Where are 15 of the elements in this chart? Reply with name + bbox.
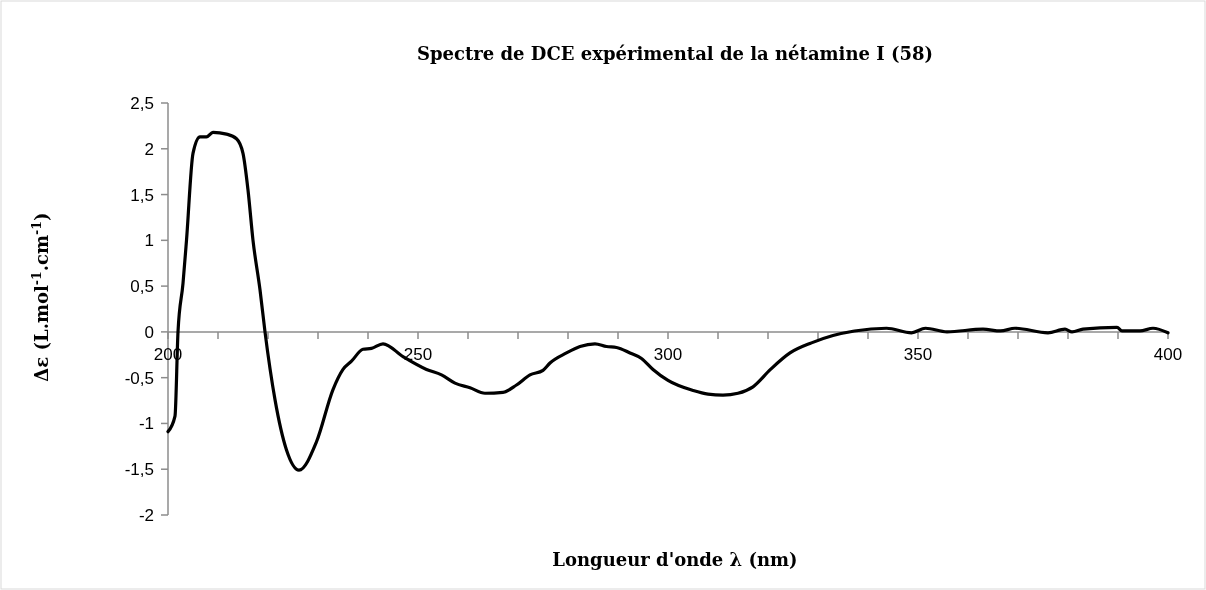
x-tick-label: 400 bbox=[1153, 344, 1183, 364]
y-tick-label: 2,5 bbox=[130, 93, 154, 113]
y-tick-label: 1,5 bbox=[130, 185, 154, 205]
y-tick-label: -2 bbox=[138, 505, 154, 525]
y-tick-label: -1,5 bbox=[124, 460, 154, 480]
y-tick-label: -1 bbox=[138, 414, 154, 434]
y-tick-label: 2 bbox=[144, 139, 154, 159]
x-tick-label: 350 bbox=[903, 344, 933, 364]
x-axis-title: Longueur d'onde λ (nm) bbox=[552, 549, 798, 570]
y-tick-label: 1 bbox=[144, 231, 154, 251]
x-tick-label: 300 bbox=[653, 344, 683, 364]
chart-title: Spectre de DCE expérimental de la nétamine I (58) bbox=[417, 43, 933, 64]
y-tick-label: 0,5 bbox=[130, 277, 154, 297]
y-tick-label: -0,5 bbox=[124, 368, 154, 388]
y-tick-label: 0 bbox=[144, 322, 154, 342]
